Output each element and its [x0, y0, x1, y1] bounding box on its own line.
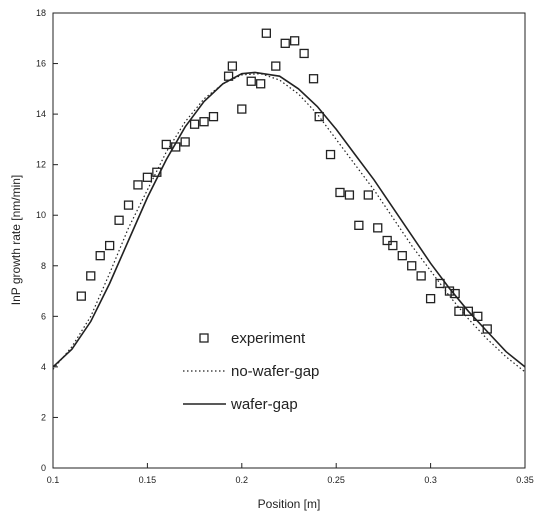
x-tick-label: 0.1	[47, 475, 60, 485]
experiment-point	[280, 38, 290, 48]
experiment-point	[373, 223, 383, 233]
experiment-point	[435, 278, 445, 289]
legend: experiment no-wafer-gap wafer-gap	[183, 330, 319, 413]
y-axis-title: InP growth rate [nm/min]	[9, 175, 23, 306]
experiment-point	[256, 79, 266, 89]
experiment-point	[463, 306, 474, 316]
experiment-point	[189, 119, 200, 129]
y-tick-label: 4	[41, 362, 46, 372]
x-tick-label: 0.15	[139, 475, 157, 485]
experiment-point	[482, 324, 492, 334]
experiment-markers	[76, 28, 492, 334]
x-tick-label: 0.35	[516, 475, 534, 485]
plot-frame	[52, 12, 526, 469]
experiment-point	[344, 190, 355, 200]
experiment-point	[454, 306, 464, 316]
wafer-gap-line	[52, 71, 526, 368]
x-tick-labels: 0.1 0.15 0.2 0.25 0.3 0.35	[47, 475, 534, 485]
experiment-point	[142, 172, 153, 182]
experiment-point	[314, 111, 324, 122]
experiment-point	[223, 71, 234, 81]
experiment-point	[473, 311, 483, 321]
experiment-point	[425, 293, 436, 304]
experiment-point	[123, 200, 134, 210]
y-tick-label: 14	[36, 109, 46, 119]
y-tick-label: 16	[36, 59, 46, 69]
experiment-point	[180, 137, 190, 147]
experiment-point	[152, 167, 162, 177]
y-tick-label: 10	[36, 210, 46, 220]
experiment-point	[86, 271, 96, 281]
y-tick-labels: 0 2 4 6 8 10 12 14 16 18	[36, 8, 46, 473]
legend-wafer-gap-label: wafer-gap	[230, 396, 298, 413]
y-tick-label: 8	[41, 261, 46, 271]
y-tick-label: 6	[41, 311, 46, 321]
experiment-point	[227, 61, 238, 71]
no-wafer-gap-line	[52, 73, 526, 373]
experiment-point	[335, 187, 345, 198]
y-tick-label: 18	[36, 8, 46, 18]
experiment-point	[416, 271, 426, 281]
y-tick-label: 2	[41, 412, 46, 422]
experiment-point	[382, 235, 392, 246]
experiment-point	[133, 180, 143, 190]
experiment-point	[450, 288, 460, 299]
experiment-point	[104, 240, 115, 251]
legend-no-wafer-gap-label: no-wafer-gap	[231, 363, 319, 380]
experiment-point	[114, 215, 124, 225]
experiment-point	[325, 149, 336, 160]
axis-ticks	[52, 12, 526, 469]
x-tick-label: 0.3	[424, 475, 437, 485]
experiment-point	[363, 190, 373, 200]
experiment-point	[290, 36, 300, 46]
experiment-point	[95, 251, 105, 261]
x-tick-label: 0.2	[236, 475, 249, 485]
series-lines	[52, 71, 526, 373]
experiment-point	[246, 76, 256, 86]
experiment-point	[397, 251, 407, 261]
experiment-point	[161, 139, 171, 150]
experiment-point	[308, 74, 319, 84]
experiment-point	[76, 291, 86, 301]
legend-experiment-label: experiment	[231, 330, 306, 347]
experiment-point	[299, 48, 309, 59]
experiment-point	[208, 111, 219, 122]
x-tick-label: 0.25	[327, 475, 345, 485]
experiment-point	[354, 220, 364, 230]
experiment-point	[199, 117, 209, 127]
experiment-point	[171, 142, 181, 152]
experiment-point	[237, 104, 247, 114]
legend-experiment-marker	[199, 333, 209, 343]
experiment-point	[444, 286, 455, 296]
experiment-point	[271, 61, 281, 71]
experiment-point	[261, 28, 271, 38]
y-tick-label: 12	[36, 160, 46, 170]
y-tick-label: 0	[41, 463, 46, 473]
experiment-point	[388, 240, 398, 251]
experiment-point	[407, 261, 417, 271]
x-axis-title: Position [m]	[258, 497, 321, 511]
